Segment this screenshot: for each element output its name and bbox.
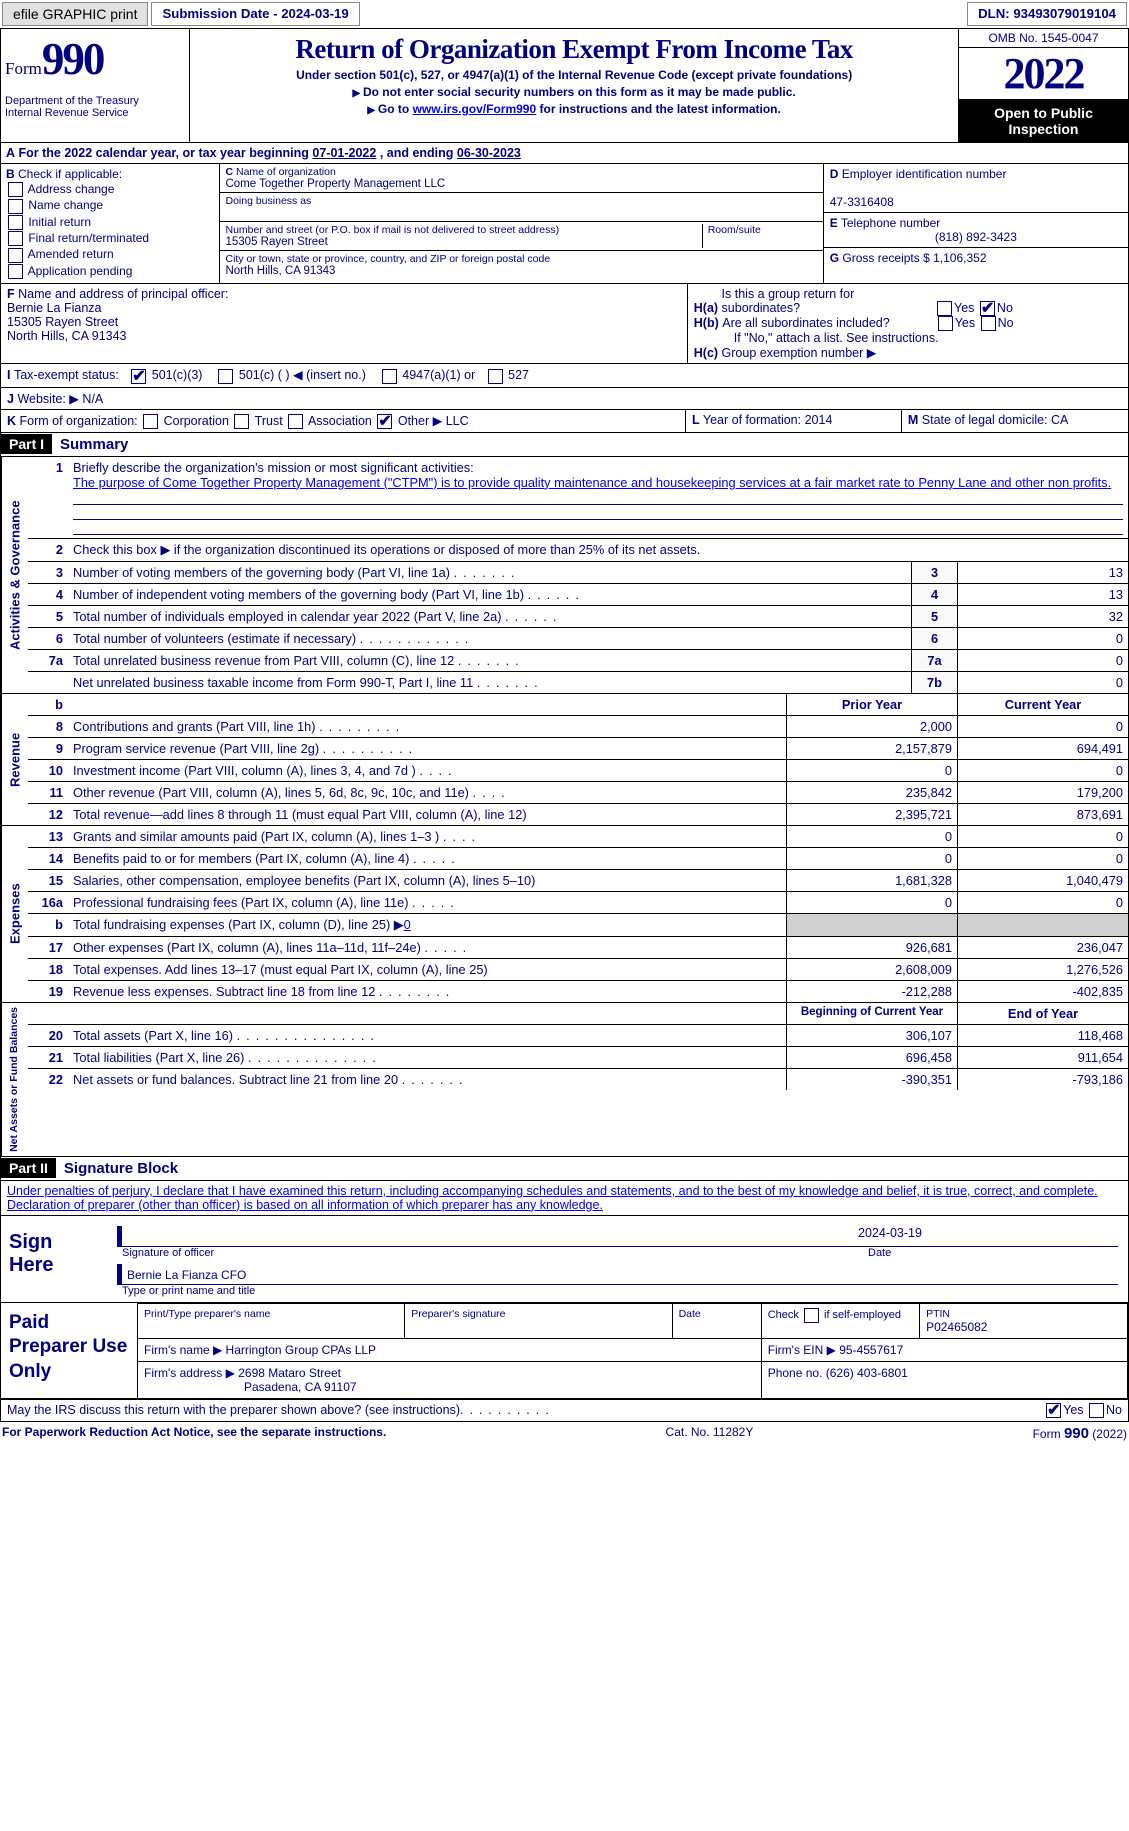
- signature-block: Under penalties of perjury, I declare th…: [0, 1181, 1129, 1399]
- part-ii-header: Part IISignature Block: [0, 1157, 1129, 1181]
- mission-link[interactable]: The purpose of Come Together Property Ma…: [73, 475, 1111, 490]
- i-501c3[interactable]: [131, 369, 146, 384]
- discuss-yes[interactable]: [1046, 1403, 1061, 1418]
- row-bcdeg: B Check if applicable: Address change Na…: [0, 164, 1129, 284]
- side-label-net: Net Assets or Fund Balances: [1, 1003, 28, 1156]
- row-i: I Tax-exempt status: 501(c)(3) 501(c) ( …: [0, 364, 1129, 387]
- fundraising-link[interactable]: 0: [404, 917, 411, 932]
- i-527[interactable]: [488, 369, 503, 384]
- sig-date: 2024-03-19: [858, 1226, 1118, 1246]
- gross-receipts: 1,106,352: [933, 251, 986, 265]
- row-j: J Website: ▶ N/A: [0, 388, 1129, 410]
- org-street: 15305 Rayen Street: [225, 236, 327, 248]
- discuss-no[interactable]: [1089, 1403, 1104, 1418]
- paid-preparer-label: Paid Preparer Use Only: [1, 1303, 137, 1398]
- firm-phone: (626) 403-6801: [826, 1366, 908, 1380]
- officer-sig-name: Bernie La Fianza CFO: [122, 1264, 1118, 1284]
- ha-yes[interactable]: [937, 301, 952, 316]
- hb-yes[interactable]: [938, 316, 953, 331]
- firm-addr: 2698 Mataro Street: [238, 1366, 341, 1380]
- self-employed-check[interactable]: [804, 1308, 819, 1323]
- dln-box: DLN: 93493079019104: [967, 2, 1127, 26]
- ssn-note: Do not enter social security numbers on …: [195, 85, 953, 99]
- check-final-return[interactable]: [8, 231, 23, 246]
- submission-date: Submission Date - 2024-03-19: [151, 2, 359, 26]
- k-other[interactable]: [377, 414, 392, 429]
- expenses-section: Expenses 13Grants and similar amounts pa…: [0, 826, 1129, 1003]
- col-b: B Check if applicable: Address change Na…: [1, 164, 220, 283]
- phone: (818) 892-3423: [830, 230, 1122, 244]
- side-label-exp: Expenses: [1, 826, 28, 1002]
- instructions-note: Go to www.irs.gov/Form990 for instructio…: [195, 102, 953, 116]
- check-amended[interactable]: [8, 248, 23, 263]
- check-initial-return[interactable]: [8, 215, 23, 230]
- dept-treasury: Department of the Treasury Internal Reve…: [5, 95, 185, 119]
- col-c: C Name of organizationCome Together Prop…: [220, 164, 822, 283]
- hb-no[interactable]: [981, 316, 996, 331]
- row-fh: F Name and address of principal officer:…: [0, 284, 1129, 364]
- form-header: Form990 Department of the Treasury Inter…: [0, 28, 1129, 143]
- instructions-link[interactable]: www.irs.gov/Form990: [413, 102, 537, 116]
- part-i-header: Part ISummary: [0, 433, 1129, 457]
- check-app-pending[interactable]: [8, 264, 23, 279]
- k-trust[interactable]: [234, 414, 249, 429]
- ein: 47-3316408: [830, 195, 894, 209]
- side-label-ag: Activities & Governance: [1, 457, 28, 693]
- revenue-section: Revenue bPrior YearCurrent Year 8Contrib…: [0, 694, 1129, 826]
- col-f: F Name and address of principal officer:…: [1, 284, 687, 363]
- firm-ein: 95-4557617: [839, 1343, 903, 1357]
- row-klm: K Form of organization: Corporation Trus…: [0, 410, 1129, 433]
- col-deg: D Employer identification number47-33164…: [823, 164, 1128, 283]
- row-a: A For the 2022 calendar year, or tax yea…: [0, 143, 1129, 164]
- officer-name: Bernie La Fianza: [7, 301, 102, 315]
- org-city: North Hills, CA 91343: [225, 265, 335, 277]
- i-501c[interactable]: [218, 369, 233, 384]
- form-title: Return of Organization Exempt From Incom…: [195, 34, 953, 65]
- omb-number: OMB No. 1545-0047: [959, 29, 1128, 48]
- top-toolbar: efile GRAPHIC print Submission Date - 20…: [2, 2, 1127, 26]
- firm-name: Harrington Group CPAs LLP: [226, 1343, 377, 1357]
- efile-print-button[interactable]: efile GRAPHIC print: [2, 2, 148, 26]
- activities-governance: Activities & Governance 1Briefly describ…: [0, 457, 1129, 694]
- public-inspection: Open to Public Inspection: [959, 100, 1128, 142]
- ha-no[interactable]: [980, 301, 995, 316]
- irs-discuss-row: May the IRS discuss this return with the…: [0, 1399, 1129, 1422]
- ptin: P02465082: [926, 1320, 987, 1334]
- col-h: H(a) Is this a group return for subordin…: [687, 284, 1128, 363]
- k-assoc[interactable]: [288, 414, 303, 429]
- check-name-change[interactable]: [8, 199, 23, 214]
- page-footer: For Paperwork Reduction Act Notice, see …: [0, 1422, 1129, 1445]
- form-990-logo: Form990: [5, 33, 185, 85]
- form-subtitle: Under section 501(c), 527, or 4947(a)(1)…: [195, 68, 953, 82]
- website: N/A: [82, 392, 103, 406]
- k-corp[interactable]: [143, 414, 158, 429]
- org-name: Come Together Property Management LLC: [225, 178, 445, 190]
- net-assets-section: Net Assets or Fund Balances Beginning of…: [0, 1003, 1129, 1157]
- i-4947[interactable]: [382, 369, 397, 384]
- side-label-rev: Revenue: [1, 694, 28, 825]
- perjury-link[interactable]: Under penalties of perjury, I declare th…: [7, 1184, 1098, 1212]
- sign-here-label: Sign Here: [1, 1216, 107, 1302]
- check-address-change[interactable]: [8, 182, 23, 197]
- tax-year: 2022: [959, 48, 1128, 100]
